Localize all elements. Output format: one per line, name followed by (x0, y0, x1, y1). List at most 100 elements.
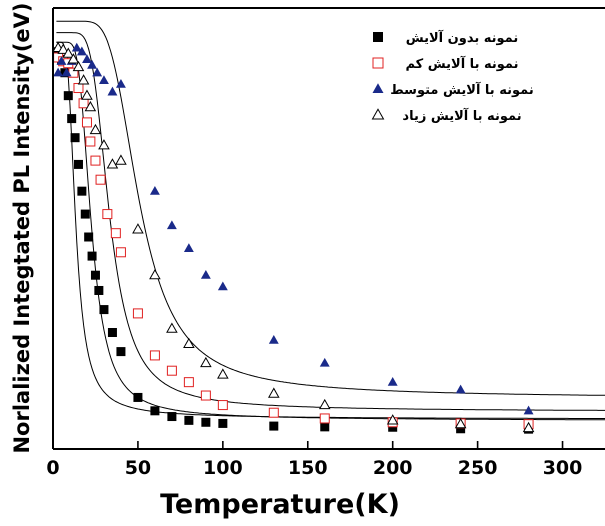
data-point (218, 418, 228, 428)
data-point (84, 232, 94, 242)
data-point (90, 270, 100, 280)
data-point (90, 155, 101, 166)
data-point (183, 337, 195, 349)
data-point (149, 185, 160, 195)
data-point (73, 159, 83, 169)
data-point (87, 251, 97, 261)
data-point (61, 67, 72, 77)
data-point (456, 424, 466, 434)
data-point (82, 54, 92, 63)
data-point (95, 174, 106, 185)
data-point (80, 209, 90, 219)
x-tick-label: 250 (458, 457, 498, 479)
data-point (373, 32, 383, 42)
data-point (81, 117, 92, 128)
data-point (166, 220, 177, 230)
data-point (183, 243, 194, 253)
data-point (132, 223, 144, 234)
data-point (522, 421, 535, 433)
data-point (454, 417, 467, 429)
data-point (201, 417, 211, 427)
x-tick-label: 200 (373, 457, 413, 479)
data-point (268, 334, 279, 344)
data-point (166, 365, 177, 376)
data-point (67, 114, 77, 124)
data-point (94, 285, 104, 295)
data-point (99, 305, 109, 315)
data-point (387, 376, 398, 386)
data-point (81, 89, 93, 100)
x-tick-label: 0 (46, 457, 59, 479)
data-point (110, 228, 121, 239)
legend-entry-label: نمونه با آلایش متوسط (390, 81, 533, 98)
fit-curve-line (56, 41, 605, 421)
data-point (200, 390, 211, 401)
data-point (106, 158, 119, 169)
data-point (166, 322, 178, 333)
data-point (85, 136, 96, 147)
data-point (89, 123, 102, 135)
x-tick-label: 300 (543, 457, 583, 479)
legend: نمونه بدون آلایش نمونه با آلایش کم نمونه ب… (371, 29, 534, 124)
data-point (149, 269, 161, 280)
fit-curves-layer (56, 20, 605, 421)
data-point (78, 98, 89, 109)
data-point (98, 139, 110, 150)
data-point (77, 74, 90, 85)
data-point (73, 83, 84, 94)
data-points-layer (52, 41, 535, 434)
data-point (217, 400, 228, 411)
data-point (268, 407, 279, 418)
data-point (76, 46, 87, 56)
data-point (371, 108, 385, 120)
data-point (269, 421, 279, 431)
x-tick-label: 150 (288, 457, 328, 479)
data-point (200, 356, 212, 368)
fit-curve-line (56, 41, 605, 419)
data-point (149, 350, 160, 361)
data-point (133, 392, 143, 402)
data-point (107, 328, 117, 337)
data-point (115, 154, 127, 165)
data-point (386, 414, 399, 425)
legend-entry-label: نمونه بدون آلایش (406, 29, 519, 46)
data-point (455, 384, 466, 394)
data-point (150, 406, 160, 416)
data-point (87, 59, 98, 69)
fit-curve-line (56, 32, 605, 411)
data-point (67, 53, 80, 64)
legend-entry-label: نمونه با آلایش زیاد (402, 107, 521, 124)
data-point (320, 422, 330, 432)
data-point (184, 415, 194, 425)
data-point (267, 387, 280, 398)
y-axis-title: Norlalized Integtated PL Intensity(eV) (10, 2, 34, 453)
data-point (200, 270, 211, 279)
data-point (71, 42, 82, 52)
data-point (167, 412, 177, 422)
data-point (319, 357, 330, 367)
data-point (115, 79, 126, 88)
data-point (183, 377, 194, 388)
data-point (319, 413, 330, 424)
data-point (217, 368, 229, 379)
data-point (372, 57, 384, 69)
data-point (72, 60, 85, 72)
data-point (84, 100, 97, 112)
data-point (217, 281, 228, 291)
data-point (56, 56, 67, 65)
legend-entry-label: نمونه با آلایش کم (405, 55, 518, 72)
data-point (116, 347, 126, 357)
data-point (102, 209, 113, 220)
data-point (115, 247, 126, 258)
x-tick-label: 50 (125, 457, 151, 479)
x-tick-label: 100 (203, 457, 243, 479)
data-point (53, 67, 64, 77)
fit-curve-line (56, 20, 605, 396)
data-point (70, 133, 80, 143)
x-ticks-layer: 0 50 100 150 200 250 300 (46, 441, 582, 479)
data-point (62, 47, 75, 58)
data-point (77, 186, 87, 196)
data-point (107, 86, 118, 96)
data-point (523, 405, 534, 415)
